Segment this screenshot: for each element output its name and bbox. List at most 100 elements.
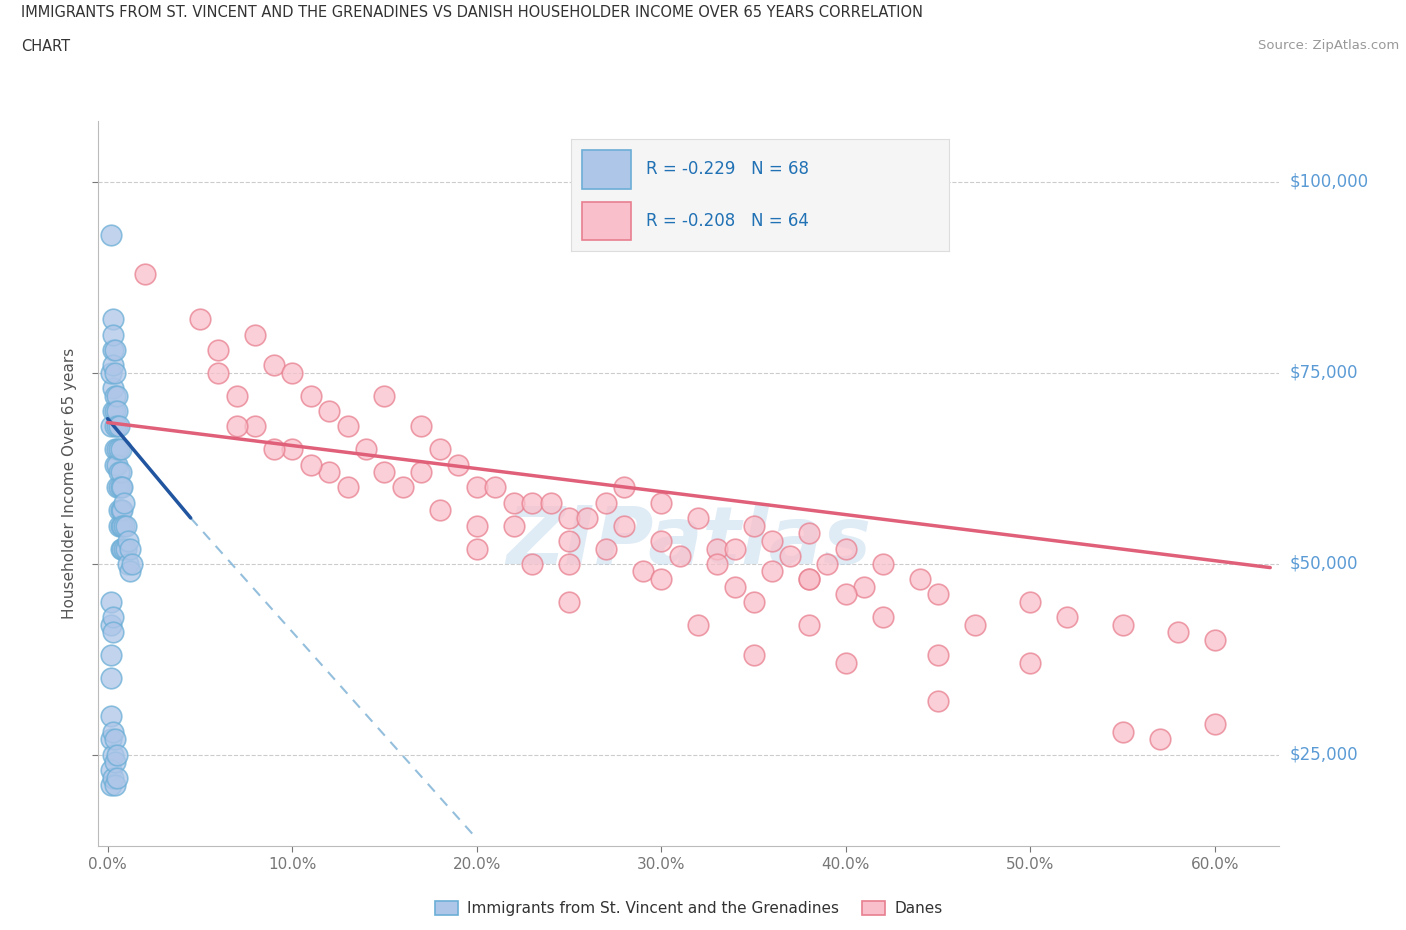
Point (336, 480, 359, 495)
Point (100, 763, 122, 777)
Point (117, 556, 139, 571)
Point (105, 404, 128, 418)
Point (110, 503, 132, 518)
Point (100, 671, 122, 685)
Point (110, 518, 132, 533)
Point (110, 465, 132, 480)
Point (613, 518, 636, 533)
Point (927, 648, 949, 663)
Point (111, 518, 134, 533)
Text: ZIPatlas: ZIPatlas (506, 502, 872, 580)
Point (225, 418, 247, 433)
Point (103, 625, 124, 640)
Point (576, 511, 599, 525)
Point (484, 480, 506, 495)
Point (668, 549, 690, 564)
Point (447, 457, 470, 472)
Point (373, 465, 395, 480)
Point (112, 518, 135, 533)
Point (595, 541, 617, 556)
Point (299, 389, 322, 404)
Point (111, 503, 134, 518)
Text: $25,000: $25,000 (1289, 746, 1358, 764)
Point (1019, 656, 1042, 671)
Point (105, 389, 128, 404)
Point (115, 541, 138, 556)
Point (797, 525, 820, 540)
Point (107, 442, 129, 457)
Point (115, 518, 138, 533)
Point (107, 518, 129, 533)
Point (188, 312, 211, 326)
Point (105, 747, 128, 762)
Point (1167, 625, 1189, 640)
Legend: Immigrants from St. Vincent and the Grenadines, Danes: Immigrants from St. Vincent and the Gren… (429, 895, 949, 922)
Point (207, 342, 229, 357)
Point (318, 465, 340, 480)
Point (103, 380, 124, 395)
Point (706, 556, 728, 571)
Point (103, 747, 124, 762)
Text: Source: ZipAtlas.com: Source: ZipAtlas.com (1258, 39, 1399, 52)
Point (429, 442, 451, 457)
Point (103, 404, 124, 418)
Point (110, 442, 132, 457)
Point (688, 618, 710, 632)
Point (105, 480, 128, 495)
Point (107, 480, 129, 495)
Point (1111, 724, 1133, 739)
Point (779, 549, 801, 564)
Point (112, 541, 135, 556)
Point (502, 496, 524, 511)
Point (263, 442, 285, 457)
Point (797, 618, 820, 632)
Point (595, 496, 617, 511)
Point (100, 365, 122, 380)
Point (134, 266, 156, 281)
Point (797, 572, 820, 587)
Text: $100,000: $100,000 (1289, 173, 1368, 191)
Point (118, 541, 141, 556)
Point (100, 418, 122, 433)
Point (121, 556, 143, 571)
Point (104, 457, 127, 472)
Point (111, 480, 134, 495)
Point (1204, 717, 1226, 732)
Point (724, 541, 747, 556)
Point (872, 556, 894, 571)
Point (104, 418, 127, 433)
Text: CHART: CHART (21, 39, 70, 54)
Point (835, 656, 858, 671)
Point (927, 694, 949, 709)
Point (299, 457, 322, 472)
Point (742, 518, 765, 533)
Point (631, 564, 654, 578)
Point (103, 358, 124, 373)
Point (263, 358, 285, 373)
Point (742, 648, 765, 663)
Point (761, 534, 783, 549)
Point (1111, 618, 1133, 632)
Point (112, 496, 135, 511)
Point (318, 404, 340, 418)
Point (225, 389, 247, 404)
Point (117, 534, 139, 549)
Point (103, 610, 124, 625)
Point (650, 534, 672, 549)
Point (963, 618, 986, 632)
Point (100, 648, 122, 663)
Point (761, 564, 783, 578)
Point (373, 389, 395, 404)
Point (105, 457, 128, 472)
Point (104, 365, 127, 380)
Point (110, 541, 132, 556)
Point (354, 442, 377, 457)
Point (107, 503, 129, 518)
Text: IMMIGRANTS FROM ST. VINCENT AND THE GRENADINES VS DANISH HOUSEHOLDER INCOME OVER: IMMIGRANTS FROM ST. VINCENT AND THE GREN… (21, 5, 924, 20)
Point (245, 327, 267, 342)
Point (411, 418, 433, 433)
Point (502, 518, 524, 533)
Point (100, 777, 122, 792)
Point (927, 587, 949, 602)
Point (104, 389, 127, 404)
